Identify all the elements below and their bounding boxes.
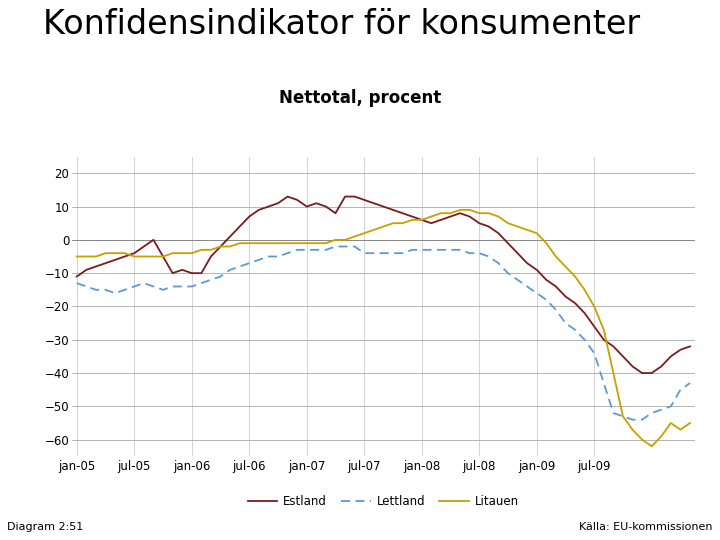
Text: Diagram 2:51: Diagram 2:51 [7, 522, 84, 532]
Text: Nettotal, procent: Nettotal, procent [279, 89, 441, 107]
Text: Konfidensindikator för konsumenter: Konfidensindikator för konsumenter [43, 8, 640, 41]
Text: Källa: EU-kommissionen: Källa: EU-kommissionen [580, 522, 713, 532]
Text: SVERIGES
RIKSBANK: SVERIGES RIKSBANK [644, 58, 682, 69]
Legend: Estland, Lettland, Litauen: Estland, Lettland, Litauen [243, 491, 523, 513]
